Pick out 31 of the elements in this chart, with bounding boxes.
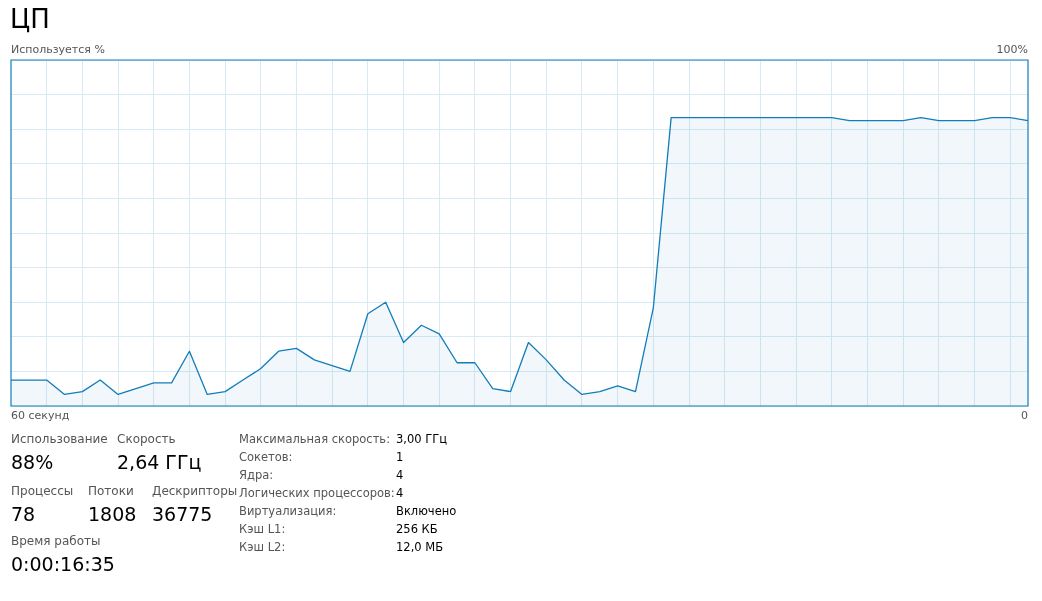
text: 60 секунд [11,409,70,422]
text: Используется % [11,43,105,56]
text: 88% [11,451,54,473]
text: Кэш L1: [239,522,286,536]
text: 4 [396,468,404,482]
text: Время работы [11,534,101,548]
text: Логических процессоров: [239,486,395,500]
chart-title: ЦП [10,4,50,34]
text: 78 [11,503,36,525]
text: Процессы [11,484,74,498]
text: Скорость [117,432,176,446]
text: 2,64 ГГц [117,451,202,473]
text: 3,00 ГГц [396,432,448,446]
text: 36775 [152,503,213,525]
text: Кэш L2: [239,540,286,554]
text: Потоки [88,484,134,498]
text: 4 [396,486,404,500]
text: 0 [1021,409,1028,422]
text: Максимальная скорость: [239,432,391,446]
text: Ядра: [239,468,274,482]
text: Использование [11,432,108,446]
text: 100% [996,43,1028,56]
text: Включено [396,504,457,518]
text: Виртуализация: [239,504,337,518]
text: 1 [396,450,404,464]
text: Сокетов: [239,450,293,464]
text: 0:00:16:35 [11,553,115,575]
text: 12,0 МБ [396,540,444,554]
text: 1808 [88,503,137,525]
text: 256 КБ [396,522,438,536]
text: Дескрипторы [152,484,238,498]
